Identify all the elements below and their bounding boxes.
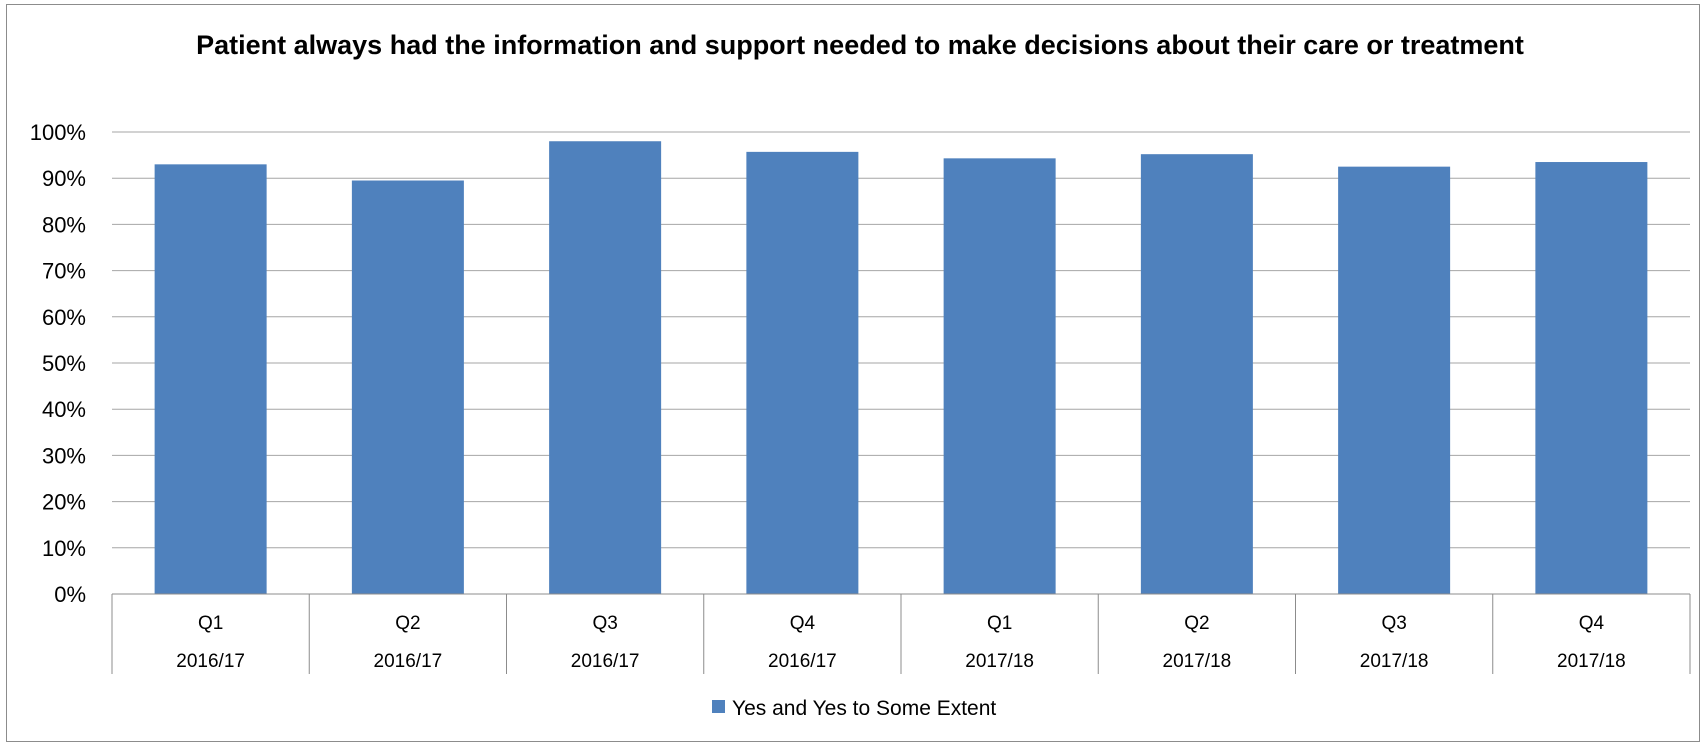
x-tick-year: 2017/18 <box>1163 651 1232 672</box>
y-tick-label: 50% <box>42 351 86 376</box>
bar <box>1338 166 1451 594</box>
x-tick-year: 2016/17 <box>768 651 837 672</box>
x-tick-quarter: Q1 <box>198 613 223 634</box>
y-tick-label: 40% <box>42 397 86 422</box>
y-tick-label: 90% <box>42 166 86 191</box>
bar <box>1140 154 1253 594</box>
x-tick-quarter: Q4 <box>1579 613 1605 634</box>
x-tick-quarter: Q3 <box>1381 613 1406 634</box>
y-tick-label: 60% <box>42 305 86 330</box>
bar <box>154 164 267 594</box>
bar <box>351 180 464 594</box>
x-tick-quarter: Q3 <box>592 613 617 634</box>
x-tick-quarter: Q4 <box>790 613 816 634</box>
y-tick-label: 70% <box>42 259 86 284</box>
gridlines <box>112 131 1690 595</box>
bar <box>1535 162 1648 594</box>
legend-label: Yes and Yes to Some Extent <box>732 697 996 720</box>
y-tick-label: 20% <box>42 490 86 515</box>
x-tick-year: 2017/18 <box>1360 651 1429 672</box>
x-tick-quarter: Q2 <box>1184 613 1209 634</box>
bars <box>154 141 1648 595</box>
y-tick-label: 10% <box>42 536 86 561</box>
y-tick-label: 100% <box>30 120 86 145</box>
x-axis: Q1 2016/17 Q2 2016/17 Q3 2016/17 Q4 2016/17 Q1 20… <box>111 593 1691 674</box>
bar <box>746 151 859 594</box>
y-tick-label: 80% <box>42 212 86 237</box>
x-tick-quarter: Q1 <box>987 613 1012 634</box>
x-tick-year: 2016/17 <box>571 651 640 672</box>
chart-title: Patient always had the information and s… <box>196 30 1524 60</box>
x-tick-year: 2016/17 <box>176 651 245 672</box>
bar <box>549 141 662 595</box>
bar <box>943 158 1056 595</box>
x-tick-year: 2016/17 <box>374 651 443 672</box>
y-axis-ticks: 0% 10% 20% 30% 40% 50% 60% 70% 80% 90% 100% <box>30 120 86 607</box>
y-tick-label: 0% <box>54 582 86 607</box>
x-tick-quarter: Q2 <box>395 613 420 634</box>
legend: Yes and Yes to Some Extent <box>712 697 996 720</box>
x-tick-year: 2017/18 <box>965 651 1034 672</box>
y-tick-label: 30% <box>42 443 86 468</box>
legend-swatch <box>712 700 725 713</box>
x-tick-year: 2017/18 <box>1557 651 1626 672</box>
